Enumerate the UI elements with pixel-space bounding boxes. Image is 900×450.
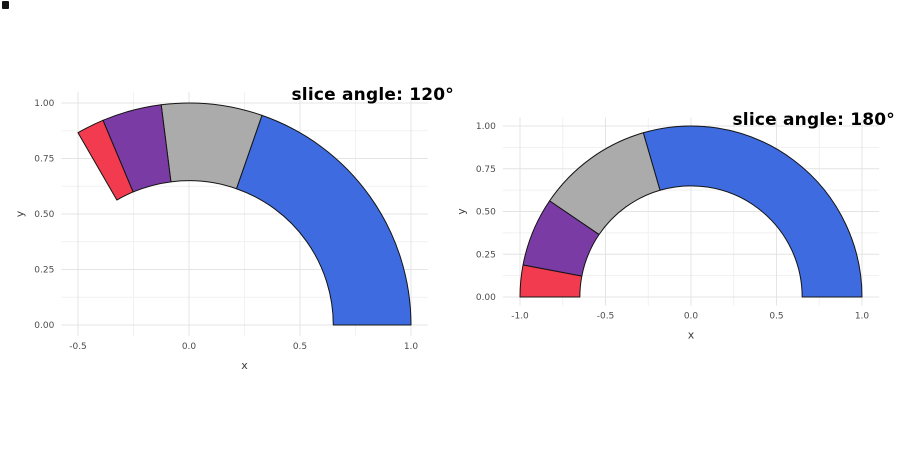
slice-blue [235,114,412,326]
slice-red [519,264,583,298]
y-tick-label: 0.25 [476,250,496,260]
slice-blue [642,125,863,298]
y-tick-label: 1.00 [34,99,54,109]
x-axis-title: x [241,359,248,372]
x-tick-label: 1.0 [855,312,870,322]
y-tick-label: 1.00 [476,122,496,132]
y-tick-label: 0.75 [34,155,54,165]
y-tick-label: 0.00 [476,293,496,303]
y-tick-label: 0.25 [34,266,54,276]
chart-title: slice angle: 120° [291,85,454,105]
y-axis-title: y [13,210,26,217]
slice-red [77,119,134,201]
x-axis-title: x [688,329,695,342]
x-tick-label: 0.0 [684,312,699,322]
chart-slice-angle-180: slice angle: 180° -1.0 -0.5 0.0 0.5 1.0 0.00 0… [450,0,900,450]
y-tick-label: 0.50 [34,210,54,220]
y-tick-label: 0.75 [476,165,496,175]
chart-canvas-180: -1.0 -0.5 0.0 0.5 1.0 0.00 0.25 0.50 0.75 1.00 x y [455,117,880,342]
x-tick-label: -0.5 [69,342,87,352]
x-tick-label: 0.5 [769,312,783,322]
y-tick-label: 0.50 [476,208,496,218]
x-tick-label: 0.5 [293,342,307,352]
chart-title: slice angle: 180° [732,110,895,130]
x-tick-label: 0.0 [182,342,197,352]
x-tick-label: 1.0 [404,342,419,352]
chart-canvas-120: -0.5 0.0 0.5 1.0 0.00 0.25 0.50 0.75 1.00 x y [13,91,428,372]
chart-slice-angle-120: slice angle: 120° -0.5 0.0 0.5 1.0 0.00 0.25 0… [13,85,453,372]
y-axis-title: y [455,208,468,215]
x-tick-label: -1.0 [511,312,529,322]
corner-artifact [2,1,9,9]
x-tick-label: -0.5 [597,312,615,322]
y-tick-label: 0.00 [34,321,54,331]
